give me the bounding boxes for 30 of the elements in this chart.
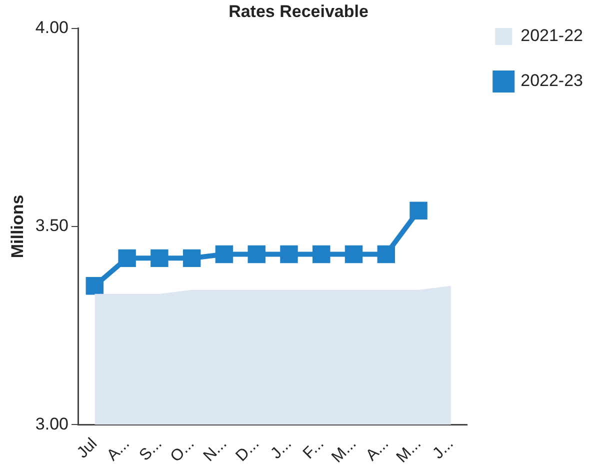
x-tick-label: O... <box>168 435 198 466</box>
x-tick-label: M... <box>328 435 360 466</box>
point <box>182 249 201 268</box>
point <box>344 245 363 264</box>
legend-label: 2021-22 <box>520 26 583 46</box>
x-tick-label: M... <box>394 435 424 466</box>
point <box>377 245 396 264</box>
point <box>312 245 330 264</box>
x-tick-label: A... <box>104 435 134 464</box>
legend-label: 2022-23 <box>520 71 583 90</box>
x-tick-label: A... <box>363 435 392 464</box>
x-tick-label: F... <box>300 435 328 462</box>
point <box>248 245 266 264</box>
y-tick-label: 4.00 <box>35 18 68 38</box>
point <box>410 202 428 220</box>
x-tick-label: S... <box>136 435 166 464</box>
point <box>86 277 104 295</box>
y-tick-label: 3.00 <box>35 414 68 434</box>
point <box>150 249 168 268</box>
x-tick-label: J... <box>268 435 295 462</box>
point <box>280 245 298 264</box>
x-tick-label: N... <box>200 435 230 465</box>
y-axis-title: Millions <box>8 194 27 258</box>
y-tick-label: 3.50 <box>35 216 68 236</box>
point <box>118 249 136 268</box>
x-tick-label: D... <box>232 435 263 465</box>
x-tick-label: J... <box>430 435 457 462</box>
x-tick-label: Jul <box>74 435 101 462</box>
chart-title: Rates Receivable <box>228 2 368 21</box>
point <box>215 245 234 264</box>
